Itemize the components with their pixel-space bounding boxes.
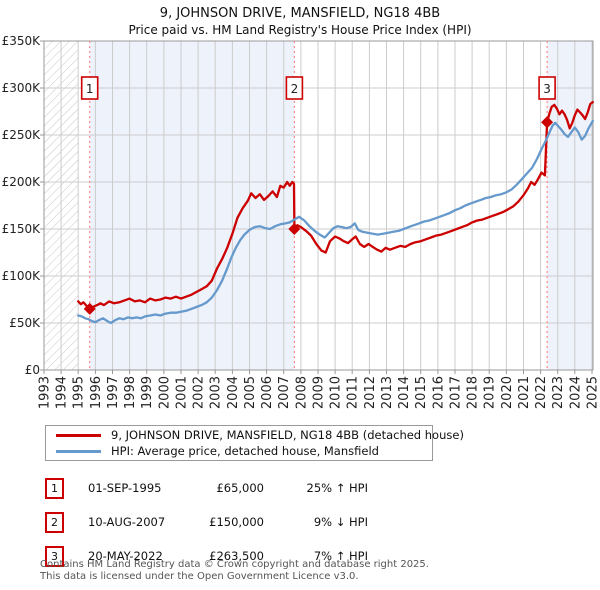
x-tick-label: 2023 — [551, 376, 566, 409]
sales-table: 1 01-SEP-1995 £65,000 25% ↑ HPI 2 10-AUG… — [45, 471, 385, 573]
x-tick-label: 2024 — [568, 376, 583, 409]
y-tick-label: £0 — [25, 363, 40, 377]
x-tick-label: 2012 — [363, 376, 378, 409]
license-footer: Contains HM Land Registry data © Crown c… — [40, 559, 580, 582]
price-history-chart: 1 2 3 £0 £50K £100K £150K £200K £250K £300K £350K 1… — [2, 34, 600, 409]
sale-3-hpi-delta: 7% ↑ HPI — [313, 549, 368, 563]
price_paid-line — [77, 100, 594, 311]
x-tick-label: 1997 — [106, 376, 121, 409]
x-tick-label: 2003 — [209, 376, 224, 409]
x-tick-label: 2002 — [192, 376, 207, 409]
x-tick-label: 2021 — [517, 376, 532, 409]
sale-2-hpi-delta: 9% ↓ HPI — [313, 515, 368, 529]
x-tick-label: 2019 — [483, 376, 498, 409]
x-tick-label: 1996 — [89, 376, 104, 409]
y-tick-label: £50K — [9, 316, 41, 330]
sale-number-label: 3 — [543, 82, 551, 96]
hpi-line — [77, 119, 594, 325]
y-tick-label: £250K — [2, 128, 42, 142]
x-tick-label: 1995 — [72, 376, 87, 409]
sale-row-3: 3 20-MAY-2022 £263,500 7% ↑ HPI — [45, 539, 385, 573]
x-tick-label: 1998 — [123, 376, 138, 409]
x-tick-label: 2014 — [397, 376, 412, 409]
legend-item-hpi: HPI: Average price, detached house, Mans… — [52, 444, 426, 458]
footer-line-1: Contains HM Land Registry data © Crown c… — [40, 559, 429, 570]
sale-number-label: 2 — [291, 82, 299, 96]
sale-number-box — [80, 76, 99, 100]
sale-row-1: 1 01-SEP-1995 £65,000 25% ↑ HPI — [45, 471, 385, 505]
x-tick-label: 2000 — [157, 376, 172, 409]
x-tick-label: 2006 — [260, 376, 275, 409]
x-tick-label: 2017 — [449, 376, 464, 409]
legend-label-hpi: HPI: Average price, detached house, Mans… — [111, 444, 379, 458]
legend-label-price-paid: 9, JOHNSON DRIVE, MANSFIELD, NG18 4BB (d… — [111, 428, 464, 442]
x-tick-label: 1999 — [140, 376, 155, 409]
x-tick-label: 2018 — [466, 376, 481, 409]
x-tick-label: 2009 — [312, 376, 327, 409]
sale-2-price: £150,000 — [209, 515, 264, 529]
sale-3-date: 20-MAY-2022 — [88, 549, 163, 563]
sale-point-diamond — [83, 302, 96, 315]
y-tick-label: £100K — [2, 269, 42, 283]
sale-number-box — [538, 76, 556, 100]
legend-item-price-paid: 9, JOHNSON DRIVE, MANSFIELD, NG18 4BB (d… — [52, 428, 464, 442]
x-tick-label: 2016 — [431, 376, 446, 409]
legend-swatch-hpi — [56, 449, 101, 453]
sale-number-label: 1 — [86, 82, 94, 96]
sale-1-date: 01-SEP-1995 — [88, 481, 162, 495]
sale-1-price: £65,000 — [216, 481, 264, 495]
x-tick-label: 2013 — [380, 376, 395, 409]
sale-1-hpi-delta: 25% ↑ HPI — [306, 481, 368, 495]
y-tick-label: £200K — [2, 175, 42, 189]
ownership-shade — [89, 41, 295, 370]
x-tick-label: 2010 — [329, 376, 344, 409]
x-tick-label: 2005 — [243, 376, 258, 409]
x-tick-label: 2001 — [175, 376, 190, 409]
chart-legend: 9, JOHNSON DRIVE, MANSFIELD, NG18 4BB (d… — [45, 425, 464, 461]
x-tick-label: 2025 — [586, 376, 600, 409]
page-title: 9, JOHNSON DRIVE, MANSFIELD, NG18 4BB — [159, 6, 441, 21]
x-tick-label: 1993 — [38, 376, 53, 409]
x-tick-label: 2020 — [500, 376, 515, 409]
page-subtitle: Price paid vs. HM Land Registry's House … — [128, 23, 472, 37]
y-tick-label: £300K — [2, 81, 42, 95]
x-tick-label: 2022 — [534, 376, 549, 409]
footer-line-2: This data is licensed under the Open Gov… — [40, 570, 359, 582]
sale-number-box — [285, 76, 304, 100]
sale-2-number-badge: 2 — [45, 511, 64, 533]
x-tick-label: 2004 — [226, 376, 241, 409]
x-tick-label: 2011 — [346, 376, 361, 409]
y-tick-label: £350K — [2, 34, 42, 48]
sale-row-2: 2 10-AUG-2007 £150,000 9% ↓ HPI — [45, 505, 385, 539]
x-tick-label: 1994 — [55, 376, 70, 409]
sale-2-date: 10-AUG-2007 — [88, 515, 166, 529]
y-tick-label: £150K — [2, 222, 42, 236]
sale-point-diamond — [541, 116, 554, 129]
x-tick-label: 2008 — [294, 376, 309, 409]
x-tick-label: 2015 — [414, 376, 429, 409]
sale-3-price: £263,500 — [209, 549, 264, 563]
sale-point-diamond — [288, 223, 301, 235]
sale-1-number-badge: 1 — [45, 477, 64, 499]
sale-3-number-badge: 3 — [45, 545, 64, 567]
x-tick-label: 2007 — [277, 376, 292, 409]
legend-swatch-price-paid — [56, 433, 101, 437]
